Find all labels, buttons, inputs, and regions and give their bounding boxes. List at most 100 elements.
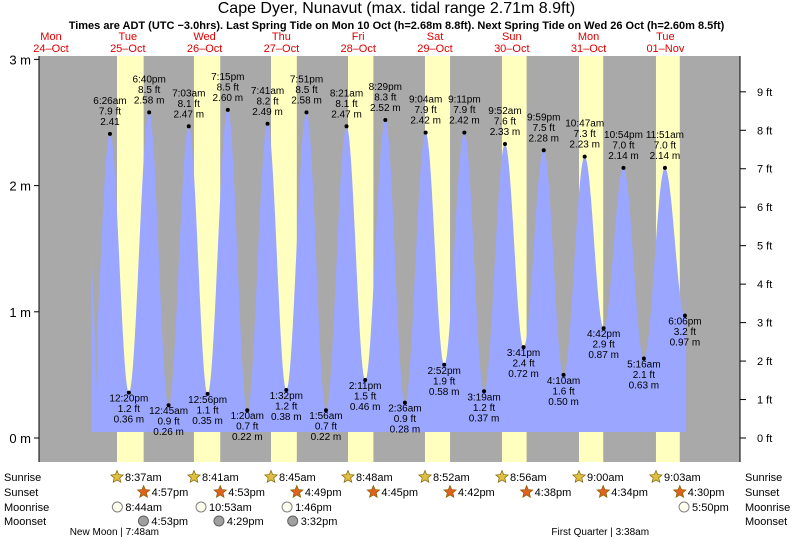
- tide-label: 10:47am: [565, 119, 604, 130]
- sunrise-time: 8:56am: [510, 472, 547, 484]
- day-date: 24–Oct: [33, 43, 68, 55]
- tide-label: 2.52 m: [370, 103, 401, 114]
- sunset-time: 4:57pm: [152, 487, 189, 499]
- sunset-time: 4:53pm: [228, 487, 265, 499]
- tide-label: 8.1 ft: [178, 99, 200, 110]
- sunset-icon: [596, 484, 611, 499]
- high-tide-point: [107, 131, 112, 136]
- y-tick-label-ft: 8 ft: [757, 125, 772, 137]
- tide-label: 8.2 ft: [256, 96, 278, 107]
- day-name: Fri: [352, 31, 365, 43]
- moonrise-time: 8:44am: [125, 502, 162, 514]
- tide-label: 5:16am: [627, 359, 660, 370]
- tide-label: 2:52pm: [428, 366, 461, 377]
- sunrise-icon: [417, 469, 433, 484]
- high-tide-point: [186, 124, 191, 129]
- tide-label: 11:51am: [646, 130, 684, 141]
- moonset-time: 4:53pm: [151, 516, 188, 528]
- moonset-time: 4:29pm: [227, 516, 264, 528]
- day-date: 30–Oct: [494, 43, 529, 55]
- tide-label: 7:15pm: [211, 72, 244, 83]
- tide-label: 1.6 ft: [552, 386, 574, 397]
- y-tick-label-ft: 0 ft: [757, 433, 772, 445]
- high-tide-point: [582, 154, 587, 159]
- day-date: 25–Oct: [110, 43, 145, 55]
- tide-label: 12:20pm: [109, 394, 148, 405]
- tide-label: 7.5 ft: [533, 123, 555, 134]
- tide-label: 9:52am: [488, 106, 521, 117]
- day-name: Mon: [40, 31, 61, 43]
- tide-label: 3:41pm: [507, 348, 540, 359]
- tide-label: 1.2 ft: [473, 403, 495, 414]
- y-tick-label-m: 0 m: [9, 431, 31, 446]
- sunrise-time: 9:00am: [587, 472, 624, 484]
- day-date: 27–Oct: [264, 43, 299, 55]
- tide-label: 1:20am: [231, 411, 264, 422]
- tide-label: 6:06pm: [668, 317, 701, 328]
- sunset-icon: [136, 484, 151, 499]
- y-tick-label-ft: 1 ft: [757, 395, 772, 407]
- row-label-right-sunset: Sunset: [745, 487, 779, 499]
- tide-label: 9:11pm: [448, 95, 481, 106]
- day-name: Tue: [656, 31, 675, 43]
- tide-label: 6:40pm: [132, 74, 165, 85]
- chart-subtitle: Times are ADT (UTC −3.0hrs). Last Spring…: [68, 20, 725, 32]
- moonrise-icon: [111, 501, 123, 513]
- tide-label: 0.36 m: [114, 415, 145, 426]
- tide-label: 0.87 m: [588, 350, 619, 361]
- tide-label: 6:26am: [93, 96, 126, 107]
- tide-label: 7:03am: [172, 88, 205, 99]
- sunrise-time: 8:37am: [125, 472, 162, 484]
- high-tide-point: [344, 124, 349, 129]
- moonrise-time: 10:53am: [209, 502, 252, 514]
- day-date: 31–Oct: [571, 43, 606, 55]
- y-tick-label-ft: 6 ft: [757, 202, 772, 214]
- tide-label: 7.9 ft: [453, 105, 475, 116]
- row-label-right-moonset: Moonset: [745, 516, 787, 528]
- sunrise-icon: [186, 469, 202, 484]
- moonset-icon: [137, 515, 149, 527]
- y-tick-label-m: 2 m: [9, 179, 31, 194]
- day-date: 28–Oct: [340, 43, 375, 55]
- row-label-right-moonrise: Moonrise: [745, 502, 790, 514]
- tide-label: 2:36am: [388, 404, 421, 415]
- high-tide-point: [383, 117, 388, 122]
- sunset-icon: [366, 484, 381, 499]
- tide-label: 0.22 m: [232, 432, 263, 443]
- sunrise-icon: [340, 469, 355, 484]
- tide-label: 8.5 ft: [217, 82, 239, 93]
- low-tide-point: [323, 408, 328, 413]
- y-tick-label-ft: 2 ft: [757, 356, 772, 368]
- chart-title: Cape Dyer, Nunavut (max. tidal range 2.7…: [217, 0, 576, 17]
- sunset-icon: [289, 484, 304, 499]
- tide-label: 8.3 ft: [374, 92, 396, 103]
- low-tide-point: [482, 389, 487, 394]
- high-tide-point: [541, 148, 546, 153]
- day-date: 29–Oct: [417, 43, 452, 55]
- tide-label: 2.33 m: [490, 127, 521, 138]
- tide-label: 1.2 ft: [118, 404, 140, 415]
- day-name: Tue: [119, 31, 138, 43]
- tide-label: 4:10am: [547, 376, 580, 387]
- moon-phase-label: First Quarter | 3:38am: [551, 527, 649, 538]
- moonset-icon: [213, 515, 225, 527]
- y-tick-label-ft: 5 ft: [757, 241, 772, 253]
- sunset-icon: [672, 484, 687, 499]
- moonrise-icon: [678, 501, 690, 513]
- day-date: 01–Nov: [646, 43, 684, 55]
- sunrise-icon: [494, 469, 510, 484]
- tide-label: 2:11pm: [349, 381, 382, 392]
- tide-label: 8.5 ft: [138, 85, 160, 96]
- high-tide-point: [304, 110, 309, 115]
- day-name: Wed: [193, 31, 215, 43]
- tide-label: 2.60 m: [213, 93, 244, 104]
- sunrise-icon: [648, 469, 663, 484]
- sunset-time: 4:30pm: [688, 487, 725, 499]
- tide-label: 0.9 ft: [394, 414, 416, 425]
- sunset-time: 4:38pm: [535, 487, 572, 499]
- tide-label: 2.28 m: [528, 133, 559, 144]
- sunrise-time: 8:48am: [356, 472, 393, 484]
- tide-label: 1:32pm: [270, 391, 303, 402]
